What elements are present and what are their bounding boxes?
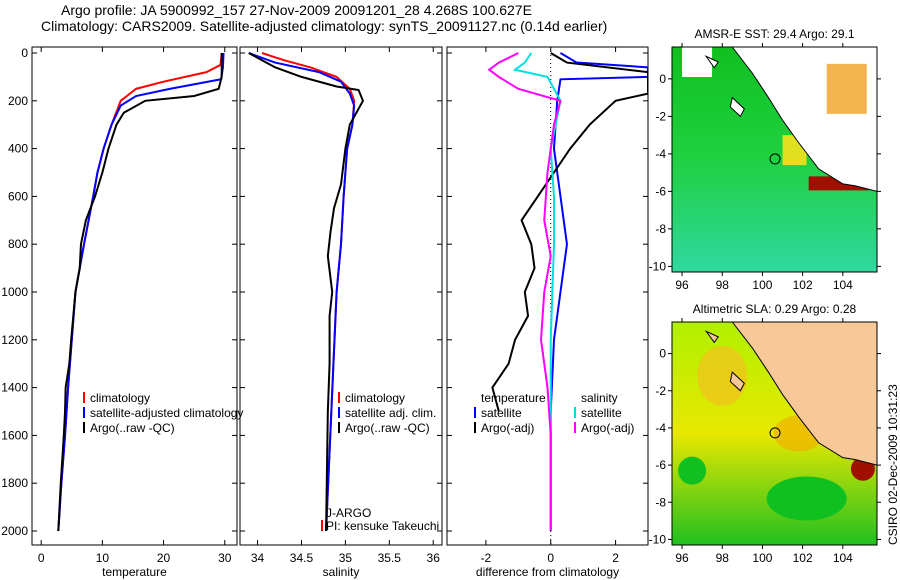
plot-frame	[31, 46, 238, 546]
y-tick-label: -8	[655, 495, 666, 509]
y-tick-label: 1000	[1, 285, 28, 299]
x-tick-label: 104	[833, 551, 853, 565]
legend-label: climatology	[345, 391, 405, 405]
x-tick-label: 100	[752, 278, 772, 292]
y-tick-label: 0	[21, 46, 28, 60]
map-sst: AMSR-E SST: 29.4 Argo: 29.1 96 98 100 102 104…	[649, 27, 881, 292]
x-tick-label: 0	[547, 551, 554, 565]
y-tick-label: -10	[649, 532, 667, 546]
x-tick-label: -2	[481, 551, 492, 565]
island	[704, 330, 719, 344]
y-tick-label: 600	[8, 189, 28, 203]
x-tick-label: 34	[251, 551, 265, 565]
y-tick-label: -10	[649, 259, 667, 273]
plot-frame	[239, 46, 443, 546]
legend-label: salinity	[581, 391, 618, 405]
map-title: Altimetric SLA: 0.29 Argo: 0.28	[693, 302, 857, 316]
series-line-temperature-satellite	[549, 52, 648, 531]
x-tick-label: 0	[38, 551, 45, 565]
y-tick-label: 1800	[1, 476, 28, 490]
series-line-salinity-argo-adj-	[487, 52, 562, 531]
legend-label: Argo(-adj)	[481, 421, 534, 435]
legend-label: climatology	[90, 391, 150, 405]
x-tick-label: 36	[427, 551, 441, 565]
annotation-program: J-ARGO	[326, 506, 371, 520]
x-tick-label: 34.5	[290, 551, 314, 565]
argo-position-marker	[769, 427, 781, 439]
series-line-argo-raw-qc-	[57, 53, 223, 532]
sla-high-patch	[697, 345, 748, 406]
y-tick-label: 400	[8, 142, 28, 156]
island	[704, 55, 719, 69]
profile-panel-2: 34 34.5 35 35.5 36 salinity	[239, 46, 443, 579]
x-tick-label: 2	[612, 551, 619, 565]
x-tick-label: 35.5	[378, 551, 402, 565]
legend-label: Argo(-adj)	[581, 421, 634, 435]
y-tick-label: -6	[655, 458, 666, 472]
x-tick-label: 98	[716, 278, 730, 292]
legend-label: satellite-adjusted climatology	[90, 406, 243, 420]
series-line-temperature-argo-adj-	[491, 52, 648, 412]
x-axis-label: difference from climatology	[476, 565, 619, 579]
sla-low-patch	[678, 456, 707, 485]
legend-label: Argo(..raw -QC)	[345, 421, 430, 435]
map-frame	[671, 46, 878, 273]
chart-title-line2: Climatology: CARS2009. Satellite-adjuste…	[41, 18, 608, 34]
x-tick-label: 20	[157, 551, 171, 565]
island	[729, 371, 745, 392]
plot-frame	[446, 46, 649, 546]
legend-label: satellite	[581, 406, 622, 420]
legend-label: temperature	[481, 391, 546, 405]
y-tick-label: 0	[659, 347, 666, 361]
x-tick-label: 30	[218, 551, 232, 565]
x-tick-label: 104	[833, 278, 853, 292]
sla-low-patch	[766, 476, 847, 521]
x-tick-label: 35	[339, 551, 353, 565]
y-tick-label: 1600	[1, 428, 28, 442]
y-tick-label: -2	[655, 109, 666, 123]
y-tick-label: -4	[655, 147, 666, 161]
y-tick-label: -4	[655, 421, 666, 435]
island	[729, 96, 745, 118]
map-title: AMSR-E SST: 29.4 Argo: 29.1	[694, 27, 854, 41]
chart-title-line1: Argo profile: JA 5900992_157 27-Nov-2009…	[61, 2, 532, 18]
legend-label: satellite	[481, 406, 522, 420]
x-tick-label: 102	[793, 551, 813, 565]
credit-timestamp: CSIRO 02-Dec-2009 10:31:23	[886, 384, 900, 545]
y-tick-label: 2000	[1, 524, 28, 538]
x-axis-label: salinity	[323, 565, 360, 579]
y-tick-label: -8	[655, 222, 666, 236]
missing-data	[682, 47, 713, 77]
series-line-salinity-satellite	[512, 52, 562, 531]
series-line-argo-raw-qc-	[248, 52, 365, 532]
y-tick-label: 0	[659, 72, 666, 86]
x-tick-label: 96	[675, 551, 689, 565]
y-tick-label: -2	[655, 384, 666, 398]
annotation-pi: PI: kensuke Takeuchi	[326, 519, 439, 533]
x-tick-label: 96	[675, 278, 689, 292]
y-tick-label: 800	[8, 237, 28, 251]
x-axis-label: temperature	[102, 565, 167, 579]
profile-panel-1: 0 10 20 30 temperature 0 200 400 600 800 1000 1200 1…	[1, 46, 238, 579]
sst-land-patch	[826, 63, 867, 114]
x-tick-label: 10	[96, 551, 110, 565]
map-frame	[671, 321, 878, 546]
x-tick-label: 98	[716, 551, 730, 565]
legend-label: satellite adj. clim.	[345, 406, 436, 420]
y-tick-label: 200	[8, 94, 28, 108]
y-tick-label: 1200	[1, 333, 28, 347]
x-tick-label: 100	[752, 551, 772, 565]
map-sla: Altimetric SLA: 0.29 Argo: 0.28 96 98 100 10…	[649, 302, 881, 565]
y-tick-label: 1400	[1, 381, 28, 395]
series-line-satellite-adjusted-climatology	[57, 52, 225, 532]
x-tick-label: 102	[793, 278, 813, 292]
series-line-satellite-adj-clim-	[248, 52, 356, 532]
legend-label: Argo(..raw -QC)	[90, 421, 175, 435]
y-tick-label: -6	[655, 184, 666, 198]
argo-position-marker	[769, 153, 781, 165]
